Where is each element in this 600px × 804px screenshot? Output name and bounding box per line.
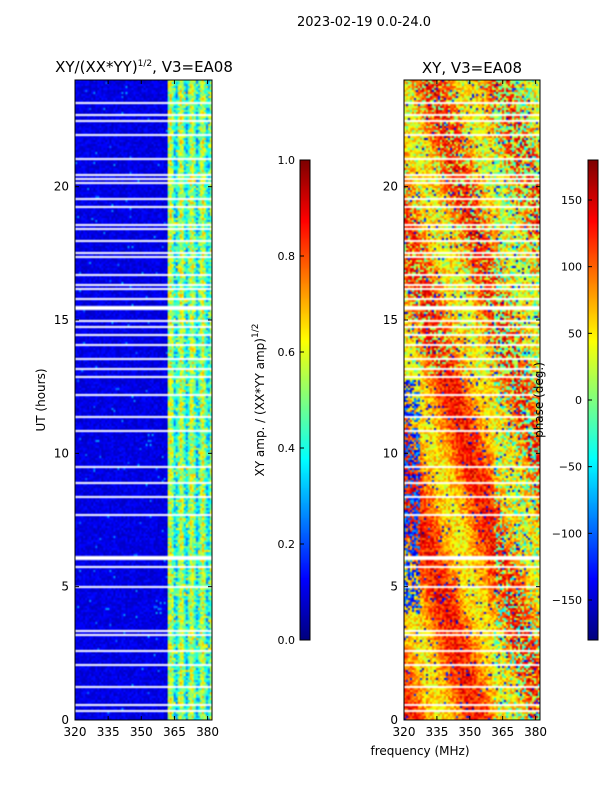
x-tick-label: 365 [163,725,186,739]
colorbar-tick-label: 50 [568,327,582,340]
x-tick-label: 320 [393,725,416,739]
x-tick-label: 350 [458,725,481,739]
colorbar-tick-label: −100 [552,527,582,540]
colorbar-tick-label: 0.8 [278,250,296,263]
y-tick-label: 0 [61,713,69,727]
x-tick-label: 365 [491,725,514,739]
x-tick-label: 380 [196,725,219,739]
phase-colorbar-ticks: 150 100 50 0 −50 −100 −150 [552,194,592,607]
phase-colorbar-gradient [588,160,598,640]
amplitude-heatmap [75,80,212,720]
amplitude-axes: 320 335 350 365 380 0 5 10 15 20 [54,80,219,739]
phase-axes-frame [403,79,541,721]
amplitude-colorbar-gradient [300,160,310,640]
y-tick-label: 5 [61,580,69,594]
colorbar-tick-label: −50 [559,461,582,474]
phase-colorbar-label: phase (deg.) [532,362,546,438]
colorbar-tick-label: 0.4 [278,442,296,455]
amplitude-colorbar-ticks: 0.0 0.2 0.4 0.6 0.8 1.0 [278,154,304,647]
figure-suptitle: 2023-02-19 0.0-24.0 [297,15,431,30]
x-tick-label: 320 [64,725,87,739]
y-tick-label: 15 [54,313,69,327]
amplitude-colorbar-frame [299,159,311,641]
y-tick-label: 15 [383,313,398,327]
colorbar-tick-label: 0 [575,394,582,407]
y-tick-label: 5 [390,580,398,594]
y-tick-label: 10 [383,446,398,460]
amplitude-title: XY/(XX*YY)1/2, V3=EA08 [55,58,233,76]
phase-heatmap [404,80,540,720]
colorbar-tick-label: 150 [561,194,582,207]
colorbar-tick-label: 0.2 [278,538,296,551]
frequency-xlabel: frequency (MHz) [370,744,469,758]
phase-panel: XY, V3=EA08 320 335 350 365 380 0 5 10 15 20 [383,59,547,739]
phase-axes: 320 335 350 365 380 0 5 10 15 20 [383,80,547,739]
y-tick-label: 10 [54,446,69,460]
amplitude-panel: XY/(XX*YY)1/2, V3=EA08 320 335 350 365 380 0 5… [34,58,233,739]
x-tick-label: 380 [524,725,547,739]
x-tick-label: 335 [425,725,448,739]
amplitude-ylabel: UT (hours) [34,368,48,431]
amplitude-axes-frame [74,79,213,721]
colorbar-tick-label: 0.0 [278,634,296,647]
y-tick-label: 0 [390,713,398,727]
phase-title: XY, V3=EA08 [422,59,522,77]
colorbar-tick-label: 0.6 [278,346,296,359]
amplitude-colorbar-label: XY amp. / (XX*YY amp)1/2 [251,324,267,477]
colorbar-tick-label: 1.0 [278,154,296,167]
x-tick-label: 350 [130,725,153,739]
x-tick-label: 335 [97,725,120,739]
colorbar-tick-label: −150 [552,594,582,607]
y-tick-label: 20 [383,180,398,194]
colorbar-tick-label: 100 [561,261,582,274]
phase-colorbar: 150 100 50 0 −50 −100 −150 phase (deg.) [532,159,599,641]
amplitude-colorbar: 0.0 0.2 0.4 0.6 0.8 1.0 XY amp. / (XX*YY amp)… [251,154,311,647]
y-tick-label: 20 [54,180,69,194]
